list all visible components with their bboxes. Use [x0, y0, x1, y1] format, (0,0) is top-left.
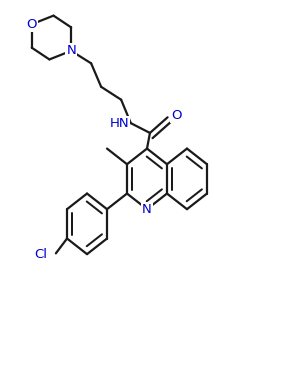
Text: O: O	[171, 109, 182, 122]
Text: N: N	[142, 203, 152, 216]
Text: O: O	[26, 18, 37, 31]
Text: Cl: Cl	[34, 248, 47, 261]
Text: N: N	[66, 44, 76, 57]
Text: HN: HN	[110, 117, 129, 130]
